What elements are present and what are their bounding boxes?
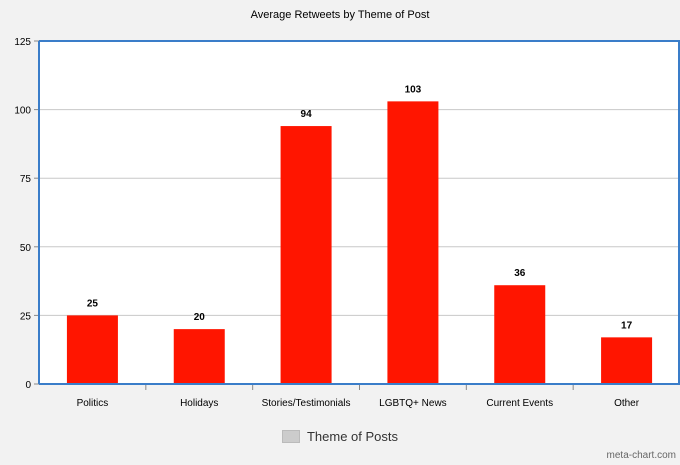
y-tick-label: 50 xyxy=(20,243,32,254)
x-tick-label: Politics xyxy=(77,398,109,409)
y-tick-label: 125 xyxy=(14,37,31,48)
x-tick-label: Current Events xyxy=(486,398,553,409)
legend: Theme of Posts xyxy=(0,429,680,444)
bar xyxy=(66,315,118,384)
data-label: 103 xyxy=(405,84,422,95)
y-tick-label: 0 xyxy=(25,380,31,391)
plot-background xyxy=(39,41,680,384)
y-tick-label: 100 xyxy=(14,106,31,117)
y-tick-label: 25 xyxy=(20,311,32,322)
bar xyxy=(494,285,546,384)
y-tick-label: 75 xyxy=(20,174,32,185)
x-tick-label: Other xyxy=(614,398,640,409)
x-tick-label: Holidays xyxy=(180,398,218,409)
legend-label: Theme of Posts xyxy=(306,429,399,444)
bar xyxy=(173,329,225,384)
data-label: 25 xyxy=(87,298,99,309)
bar xyxy=(601,337,653,384)
data-label: 17 xyxy=(621,320,633,331)
data-label: 94 xyxy=(301,109,313,120)
data-label: 36 xyxy=(514,268,526,279)
x-tick-label: Stories/Testimonials xyxy=(262,398,351,409)
watermark-credit: meta-chart.com xyxy=(606,450,676,461)
legend-swatch xyxy=(281,430,300,443)
x-tick-label: LGBTQ+ News xyxy=(379,398,447,409)
bar xyxy=(387,101,439,385)
data-label: 20 xyxy=(194,312,206,323)
bar xyxy=(280,126,332,385)
chart-title: Average Retweets by Theme of Post xyxy=(250,9,430,21)
